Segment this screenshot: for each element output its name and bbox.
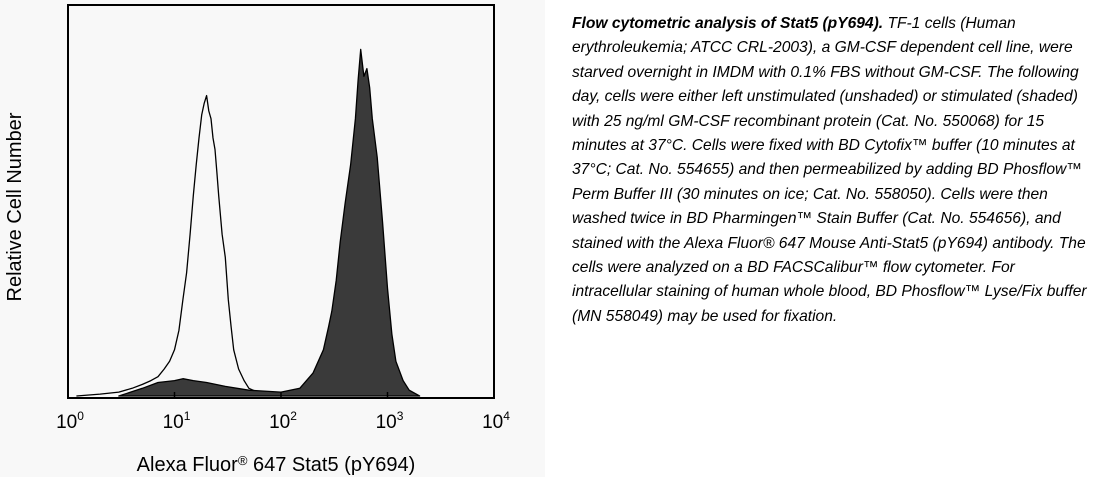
x-axis-label-suffix: 647 Stat5 (pY694): [247, 454, 415, 476]
x-tick-label: 100: [56, 409, 84, 433]
unstimulated-histogram: [76, 94, 282, 397]
caption-title: Flow cytometric analysis of Stat5 (pY694…: [572, 15, 884, 32]
plot-frame: [67, 4, 495, 399]
stimulated-histogram: [118, 48, 421, 397]
histogram-chart: 100 101 102 103 104 Relative Cell Number Ale…: [4, 4, 510, 476]
x-axis-label-mark: ®: [238, 453, 248, 468]
chart-figure: 100 101 102 103 104 Relative Cell Number Ale…: [0, 0, 545, 477]
x-tick-label: 104: [482, 409, 510, 433]
y-axis-label: Relative Cell Number: [4, 112, 26, 301]
caption-body: TF-1 cells (Human erythroleukemia; ATCC …: [572, 15, 1087, 325]
x-tick-label: 101: [163, 409, 191, 433]
x-axis-label-prefix: Alexa Fluor: [137, 454, 238, 476]
x-tick-label: 103: [376, 409, 404, 433]
x-tick-label: 102: [269, 409, 297, 433]
x-ticks: 100 101 102 103 104: [56, 392, 510, 433]
x-axis-label: Alexa Fluor® 647 Stat5 (pY694): [137, 453, 416, 476]
series-layer: [76, 48, 421, 397]
figure-caption: Flow cytometric analysis of Stat5 (pY694…: [572, 12, 1090, 329]
